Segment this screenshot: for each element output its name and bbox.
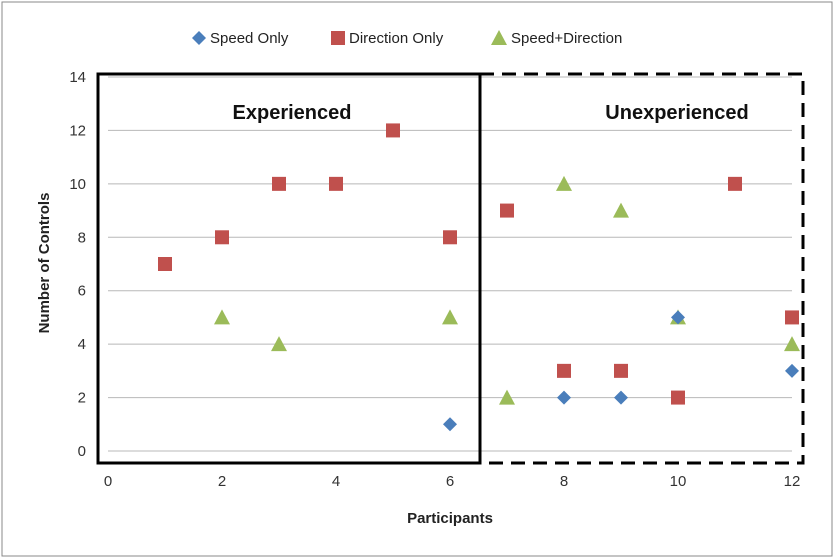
x-tick-label: 4	[332, 473, 340, 490]
legend-label: Speed Only	[210, 30, 289, 47]
y-tick-label: 14	[69, 69, 86, 86]
legend-marker-triangle	[491, 30, 507, 45]
data-point-square	[386, 123, 400, 138]
tick-labels: 0 2 4 6 8 10 12 14 0 2 4 6 8 10 12	[69, 69, 800, 490]
data-point-triangle	[499, 389, 515, 405]
legend-marker-diamond	[192, 31, 206, 45]
x-tick-label: 6	[446, 473, 454, 490]
data-point-diamond	[443, 417, 457, 432]
data-point-diamond	[557, 390, 571, 405]
legend-marker-square	[331, 31, 345, 45]
data-point-square	[500, 203, 514, 218]
data-points	[158, 123, 800, 432]
data-point-square	[272, 176, 286, 191]
y-tick-label: 0	[78, 443, 86, 460]
data-point-square	[329, 176, 343, 191]
data-point-triangle	[613, 202, 629, 218]
x-axis-title: Participants	[407, 510, 493, 527]
data-point-square	[785, 310, 799, 325]
y-tick-label: 8	[78, 229, 86, 246]
data-point-square	[215, 230, 229, 245]
data-point-diamond	[614, 390, 628, 405]
data-point-triangle	[271, 336, 287, 352]
legend: Speed Only Direction Only Speed+Direction	[192, 30, 622, 47]
y-tick-label: 10	[69, 176, 86, 193]
data-point-square	[158, 257, 172, 271]
data-point-square	[614, 363, 628, 378]
data-point-diamond	[671, 310, 685, 325]
legend-label: Direction Only	[349, 30, 444, 47]
region-label: Experienced	[233, 102, 352, 124]
data-point-triangle	[214, 309, 230, 325]
region-label: Unexperienced	[605, 102, 748, 124]
region-boxes: Experienced Unexperienced	[96, 72, 805, 465]
data-point-triangle	[556, 175, 572, 191]
experienced-region-box	[96, 72, 482, 465]
x-tick-label: 8	[560, 473, 568, 490]
y-axis-title: Number of Controls	[36, 193, 53, 334]
y-tick-label: 2	[78, 390, 86, 407]
data-point-square	[443, 230, 457, 245]
data-point-triangle	[442, 309, 458, 325]
x-tick-label: 12	[784, 473, 801, 490]
data-point-diamond	[785, 363, 799, 378]
data-point-square	[728, 176, 742, 191]
x-tick-label: 2	[218, 473, 226, 490]
unexperienced-region-box	[478, 72, 805, 465]
data-point-square	[557, 363, 571, 378]
x-tick-label: 0	[104, 473, 112, 490]
y-tick-label: 12	[69, 122, 86, 139]
data-point-triangle	[784, 336, 800, 352]
legend-label: Speed+Direction	[511, 30, 622, 47]
y-tick-label: 4	[78, 336, 86, 353]
x-tick-label: 10	[670, 473, 687, 490]
data-point-square	[671, 390, 685, 405]
y-tick-label: 6	[78, 283, 86, 300]
